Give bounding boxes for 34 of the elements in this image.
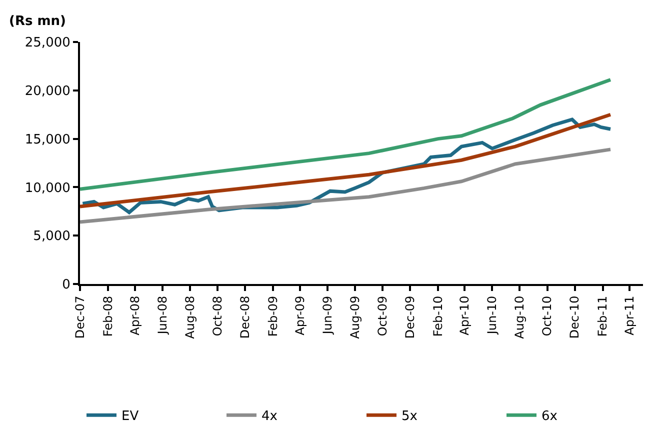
x-tick-label: Dec-08 (238, 296, 252, 339)
x-tick-label: Oct-09 (375, 296, 390, 336)
legend-label: 5x (402, 409, 418, 424)
x-tick-label: Feb-09 (266, 296, 280, 337)
legend-label: 4x (262, 409, 278, 424)
x-tick-label: Feb-08 (100, 296, 115, 337)
x-tick-label: Dec-07 (72, 296, 87, 339)
x-tick-label: Dec-09 (402, 296, 417, 339)
x-tick-label: Apr-11 (622, 296, 636, 336)
x-tick-label: Jun-10 (485, 296, 500, 336)
y-tick-label: 15,000 (24, 132, 70, 148)
x-tick-label: Aug-09 (348, 296, 362, 339)
y-tick-label: 5,000 (33, 229, 70, 244)
y-tick-label: 0 (62, 278, 70, 293)
x-tick-label: Apr-10 (458, 296, 472, 336)
line-series (80, 78, 612, 191)
legend-label: 6x (542, 409, 558, 424)
x-tick-label: Feb-10 (430, 296, 445, 337)
x-tick-label: Apr-08 (128, 296, 142, 336)
x-tick-label: Jun-09 (320, 296, 334, 336)
y-tick-label: 10,000 (24, 180, 70, 196)
line-series (80, 148, 612, 224)
x-tick-label: Oct-10 (540, 296, 554, 336)
y-axis-title: (Rs mn) (9, 14, 66, 29)
x-tick-label: Apr-09 (292, 296, 307, 336)
y-tick-label: 20,000 (24, 84, 70, 99)
legend-label: EV (122, 409, 139, 424)
x-tick-label: Oct-08 (210, 296, 225, 336)
x-tick-label: Feb-11 (596, 296, 610, 337)
x-tick-label: Aug-10 (512, 296, 527, 339)
x-tick-label: Aug-08 (183, 296, 198, 339)
x-tick-label: Jun-08 (156, 296, 170, 336)
x-tick-label: Dec-10 (568, 296, 582, 339)
y-tick-label: 25,000 (24, 36, 70, 51)
